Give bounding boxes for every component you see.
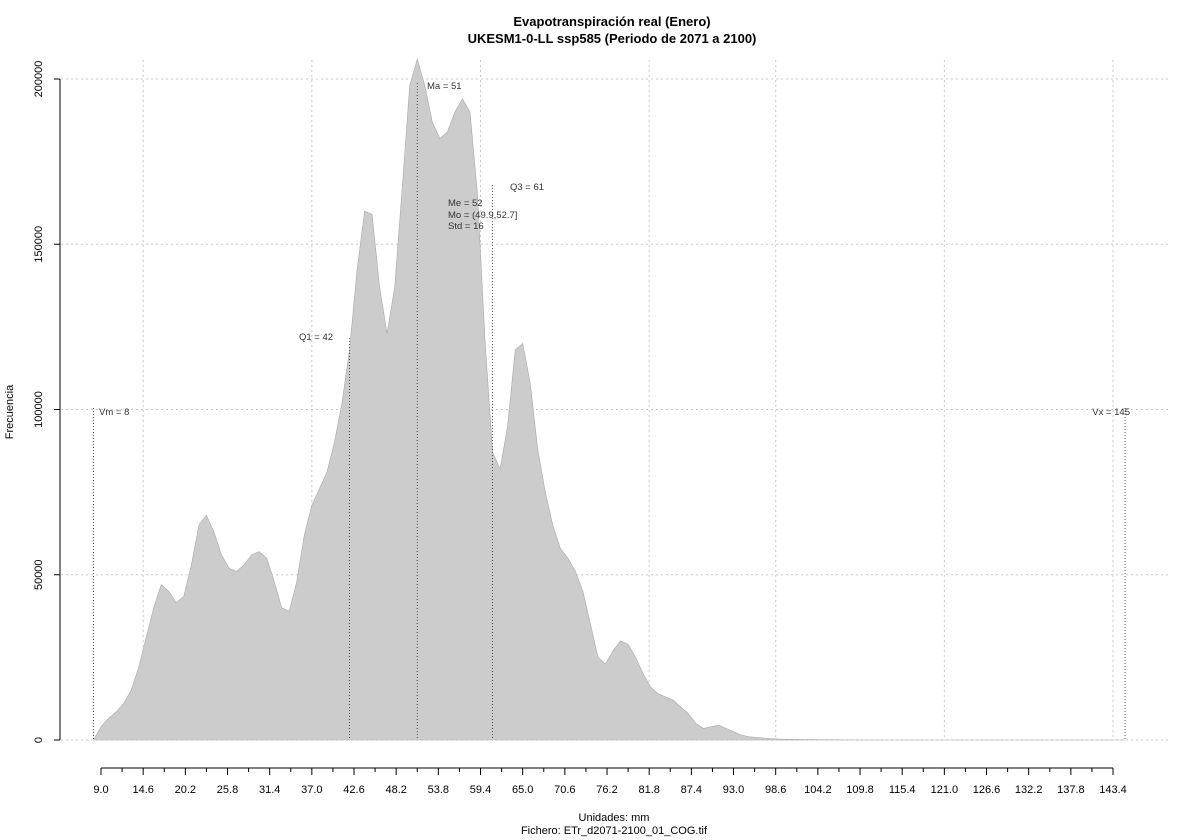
x-tick-label: 109.8 — [846, 784, 874, 796]
x-tick-label: 59.4 — [470, 784, 491, 796]
x-axis-label: Unidades: mm — [579, 812, 650, 824]
x-tick-label: 126.6 — [973, 784, 1001, 796]
chart-subtitle: UKESM1-0-LL ssp585 (Periodo de 2071 a 21… — [468, 31, 757, 46]
x-tick-label: 93.0 — [723, 784, 744, 796]
std-label: Std = 16 — [448, 221, 484, 232]
y-tick-label: 200000 — [33, 61, 45, 98]
x-tick-label: 20.2 — [175, 784, 196, 796]
y-tick-label: 150000 — [33, 226, 45, 263]
q1-label: Q1 = 42 — [299, 332, 333, 343]
q3-label: Q3 = 61 — [510, 182, 544, 193]
x-tick-label: 104.2 — [804, 784, 832, 796]
x-tick-label: 53.8 — [428, 784, 449, 796]
x-tick-label: 115.4 — [889, 784, 916, 796]
density-area — [93, 58, 1126, 741]
x-tick-label: 31.4 — [259, 784, 280, 796]
y-axis-label: Frecuencia — [4, 384, 16, 439]
x-tick-label: 37.0 — [301, 784, 322, 796]
y-tick-label: 100000 — [33, 391, 45, 428]
x-tick-label: 137.8 — [1057, 784, 1085, 796]
x-tick-label: 98.6 — [765, 784, 786, 796]
x-tick-label: 76.2 — [596, 784, 617, 796]
x-tick-label: 48.2 — [385, 784, 406, 796]
chart-title: Evapotranspiración real (Enero) — [513, 14, 710, 29]
x-tick-label: 70.6 — [554, 784, 575, 796]
x-tick-label: 121.0 — [931, 784, 959, 796]
x-tick-label: 81.8 — [638, 784, 659, 796]
axes: 0 50000 100000 150000 200000 9.0 14.6 20.2 25.8 3… — [33, 61, 1127, 796]
x-tick-label: 14.6 — [132, 784, 153, 796]
mo-label: Mo = (49.9,52.7] — [448, 210, 517, 221]
density-fill — [93, 58, 1126, 741]
x-tick-label: 143.4 — [1099, 784, 1127, 796]
stat-lines — [93, 83, 1126, 740]
x-tick-label: 9.0 — [93, 784, 108, 796]
ma-label: Ma = 51 — [427, 81, 462, 92]
vm-label: Vm = 8 — [99, 407, 129, 418]
x-tick-label: 65.0 — [512, 784, 533, 796]
footer-filename: Fichero: ETr_d2071-2100_01_COG.tif — [521, 825, 708, 837]
vx-label: Vx = 145 — [1092, 407, 1130, 418]
x-tick-label: 87.4 — [681, 784, 702, 796]
x-tick-label: 25.8 — [217, 784, 238, 796]
x-tick-label: 42.6 — [343, 784, 364, 796]
x-tick-label: 132.2 — [1015, 784, 1043, 796]
y-tick-label: 50000 — [33, 559, 45, 590]
y-tick-label: 0 — [33, 737, 45, 743]
me-label: Me = 52 — [448, 198, 483, 209]
